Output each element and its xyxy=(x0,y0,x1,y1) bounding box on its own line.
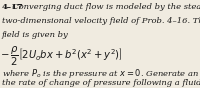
Text: 4–17: 4–17 xyxy=(2,3,23,11)
Text: field is given by: field is given by xyxy=(2,31,68,39)
Text: where $P_o$ is the pressure at $x = 0$. Generate an expression for: where $P_o$ is the pressure at $x = 0$. … xyxy=(2,67,200,80)
Text: the rate of change of pressure following a fluid particle.: the rate of change of pressure following… xyxy=(2,79,200,87)
Text: two-dimensional velocity field of Prob. 4–16. The pressure: two-dimensional velocity field of Prob. … xyxy=(2,17,200,25)
Text: $p = P_o - \dfrac{\rho}{2}\left[2U_o bx + b^2(x^2 + y^2)\right]$: $p = P_o - \dfrac{\rho}{2}\left[2U_o bx … xyxy=(0,45,123,68)
Text: Converging duct flow is modeled by the steady,: Converging duct flow is modeled by the s… xyxy=(7,3,200,11)
